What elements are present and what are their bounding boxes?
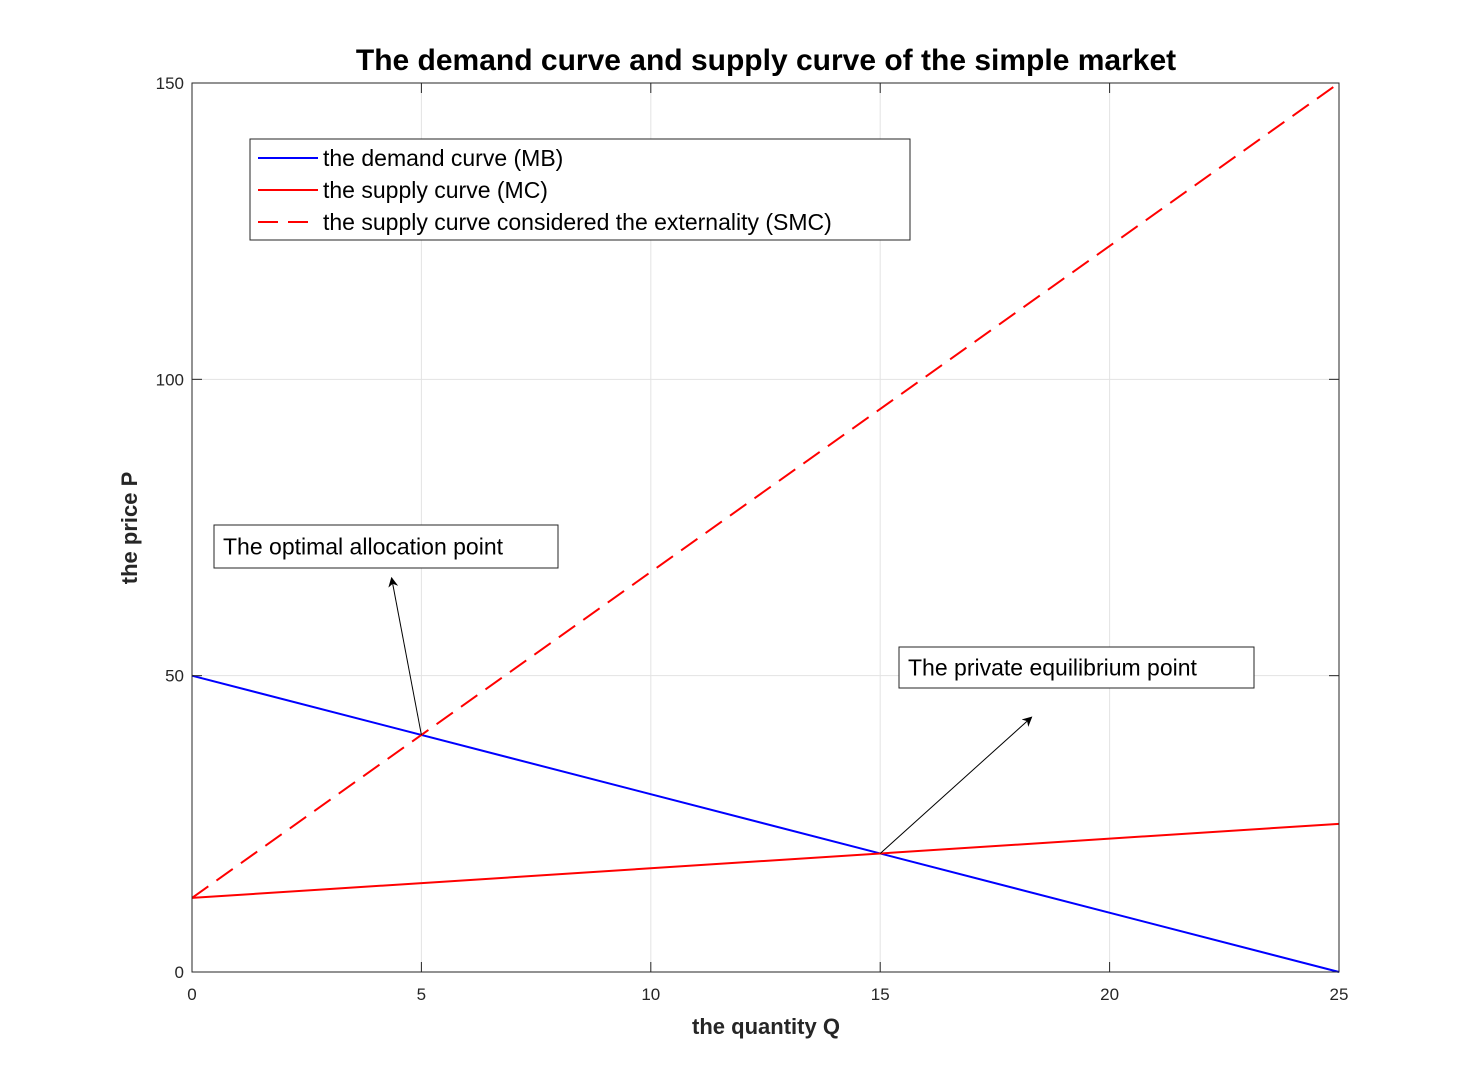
plot-frame [191,82,1340,973]
legend-label-supply-curve-mc: the supply curve (MC) [323,177,548,203]
x-tick-label-4: 20 [1100,985,1119,1004]
annotation-box-private-equilibrium [898,646,1255,689]
ticks: 0 5 10 15 20 25 0 50 100 150 [156,74,1349,1004]
x-tick-label-1: 5 [417,985,426,1004]
y-tick-label-0: 0 [175,963,184,982]
annotation-arrow-optimal-allocation [388,576,422,736]
x-tick-label-2: 10 [641,985,660,1004]
annotations: The optimal allocation point The private … [213,524,1255,854]
series-supply-curve-smc-line [191,82,1340,899]
series-supply-curve-mc-line [191,822,1340,899]
x-tick-label-0: 0 [187,985,196,1004]
x-tick-label-5: 25 [1330,985,1349,1004]
y-axis-title: the price P [117,472,142,584]
series-demand-curve-mb-line [191,674,1340,973]
x-tick-label-3: 15 [871,985,890,1004]
series-layer [191,82,1340,973]
legend-label-supply-curve-smc: the supply curve considered the external… [323,209,832,235]
y-tick-label-3: 150 [156,74,184,93]
chart-title: The demand curve and supply curve of the… [356,44,1176,77]
legend-box [249,138,911,241]
annotation-box-optimal-allocation [213,524,559,569]
x-axis-title: the quantity Q [692,1014,840,1039]
y-tick-label-2: 100 [156,370,184,389]
annotation-label-private-equilibrium: The private equilibrium point [908,655,1198,681]
y-tick-label-1: 50 [165,667,184,686]
annotation-label-optimal-allocation: The optimal allocation point [223,534,504,560]
legend-label-demand-curve-mb: the demand curve (MB) [323,145,563,171]
annotation-arrow-private-equilibrium [879,716,1033,854]
legend: the demand curve (MB) the supply curve (M… [249,138,911,241]
